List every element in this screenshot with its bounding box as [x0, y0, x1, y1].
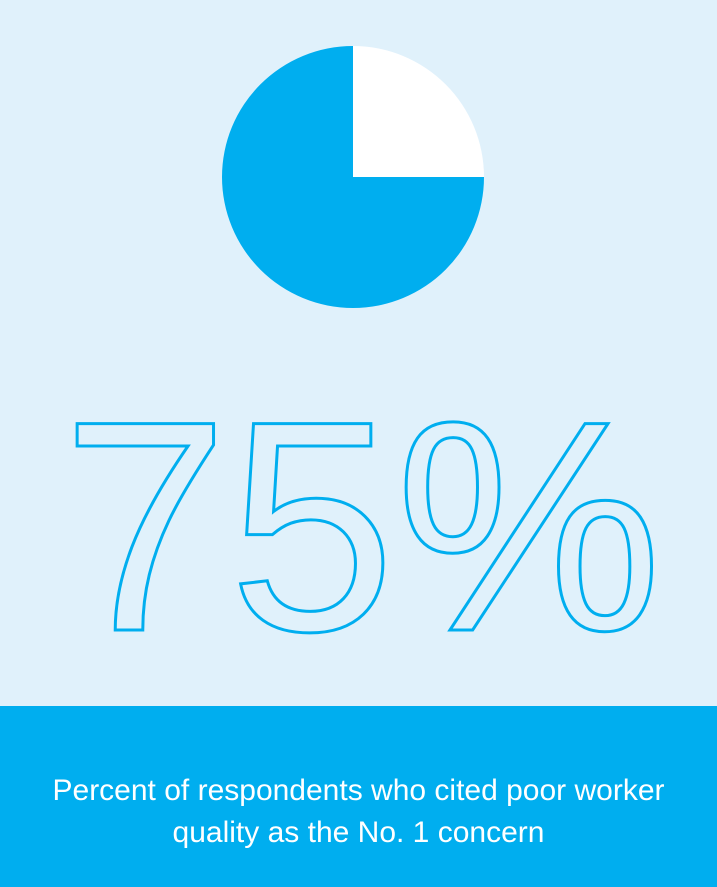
pie-slice	[353, 46, 484, 177]
caption-band: Percent of respondents who cited poor wo…	[0, 706, 717, 887]
chart: 75%	[60, 46, 664, 696]
caption: Percent of respondents who cited poor wo…	[52, 774, 665, 849]
value-label: 75%	[62, 358, 662, 694]
